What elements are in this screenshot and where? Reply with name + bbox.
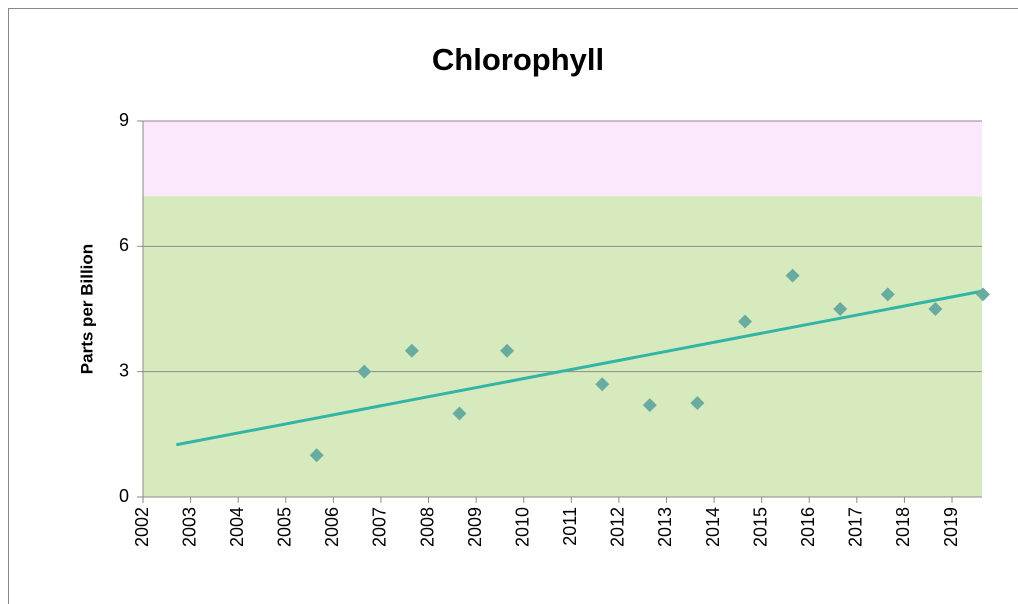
x-tick-label: 2013 bbox=[655, 507, 675, 547]
data-point bbox=[690, 396, 705, 410]
x-tick-label: 2007 bbox=[370, 507, 390, 547]
x-tick-label: 2010 bbox=[512, 507, 532, 547]
x-tick-label: 2018 bbox=[893, 507, 913, 547]
x-tick-label: 2002 bbox=[132, 507, 152, 547]
data-point bbox=[500, 343, 515, 358]
x-tick-label: 2011 bbox=[560, 507, 580, 546]
x-tick-label: 2015 bbox=[750, 507, 770, 547]
band bbox=[143, 121, 982, 197]
data-point bbox=[309, 448, 324, 463]
data-point bbox=[928, 302, 943, 316]
y-tick-label: 0 bbox=[119, 486, 129, 506]
x-tick-label: 2006 bbox=[322, 507, 342, 547]
chart-title: Chlorophyll bbox=[432, 42, 604, 77]
data-point bbox=[975, 287, 990, 302]
data-point bbox=[642, 398, 657, 413]
data-point bbox=[404, 343, 419, 358]
y-tick-label: 6 bbox=[119, 235, 129, 255]
x-tick-label: 2004 bbox=[227, 507, 247, 547]
x-tick-label: 2003 bbox=[179, 507, 199, 547]
x-tick-label: 2005 bbox=[275, 507, 295, 547]
y-axis-label: Parts per Billion bbox=[77, 244, 96, 374]
data-point bbox=[833, 302, 848, 316]
data-point bbox=[452, 406, 467, 421]
data-point bbox=[595, 377, 610, 392]
y-tick-label: 9 bbox=[119, 110, 129, 130]
x-tick-label: 2008 bbox=[417, 507, 437, 547]
data-point bbox=[785, 268, 800, 283]
data-point bbox=[880, 287, 895, 302]
data-point bbox=[738, 314, 753, 329]
y-tick-label: 3 bbox=[119, 360, 129, 380]
band bbox=[143, 196, 982, 497]
x-tick-label: 2012 bbox=[608, 507, 628, 547]
trendline bbox=[176, 289, 984, 447]
x-tick-label: 2016 bbox=[798, 507, 818, 547]
x-tick-label: 2009 bbox=[465, 507, 485, 547]
data-point bbox=[357, 364, 372, 379]
x-tick-label: 2019 bbox=[941, 507, 961, 547]
x-tick-label: 2017 bbox=[846, 507, 866, 547]
x-tick-label: 2014 bbox=[703, 507, 723, 547]
